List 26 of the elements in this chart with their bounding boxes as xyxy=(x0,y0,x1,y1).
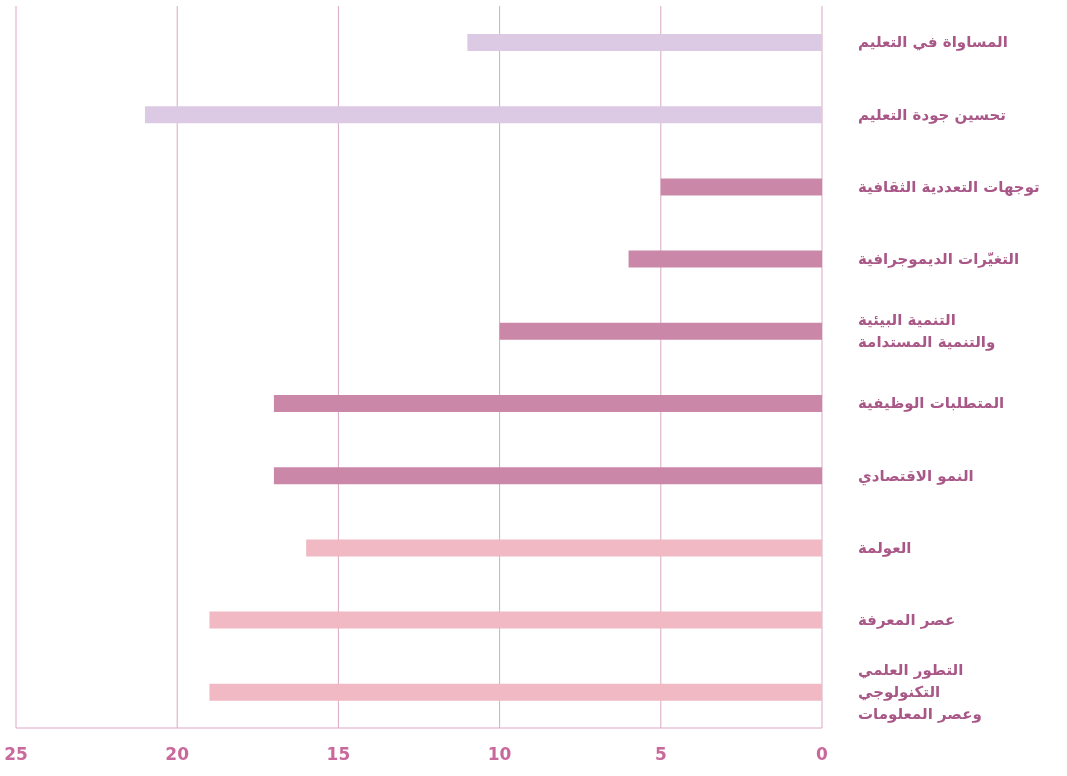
x-tick-label: 0 xyxy=(816,744,829,765)
x-tick-label: 25 xyxy=(4,744,28,765)
x-tick-label: 20 xyxy=(165,744,190,765)
bar xyxy=(660,178,822,196)
x-tick-label: 10 xyxy=(487,744,512,765)
y-tick-label: عصر المعرفة xyxy=(858,610,956,629)
y-tick-label: المتطلبات الوظيفية xyxy=(858,394,1005,413)
y-tick-label: تحسين جودة التعليم xyxy=(858,105,1006,124)
y-tick-label: توجهات التعددية الثقافية xyxy=(858,177,1040,196)
y-tick-label: النمو الاقتصادي xyxy=(858,466,974,486)
y-tick-label: التطور العلمي التكنولوجي وعصر المعلومات xyxy=(858,661,982,724)
bar xyxy=(499,322,822,340)
bar xyxy=(628,250,822,268)
bar xyxy=(209,611,822,629)
bar xyxy=(273,467,822,485)
bar xyxy=(144,106,822,124)
bar xyxy=(273,395,822,412)
y-tick-label: العولمة xyxy=(858,538,912,557)
x-tick-label: 5 xyxy=(654,744,667,765)
y-tick-label: المساواة في التعليم xyxy=(858,33,1008,52)
y-tick-label: التغيّرات الديموجرافية xyxy=(858,249,1020,268)
bar xyxy=(467,34,822,51)
x-tick-label: 15 xyxy=(326,744,351,765)
bar xyxy=(209,683,822,701)
y-tick-label: التنمية البيئية والتنمية المستدامة xyxy=(858,311,996,352)
bar xyxy=(306,539,822,557)
